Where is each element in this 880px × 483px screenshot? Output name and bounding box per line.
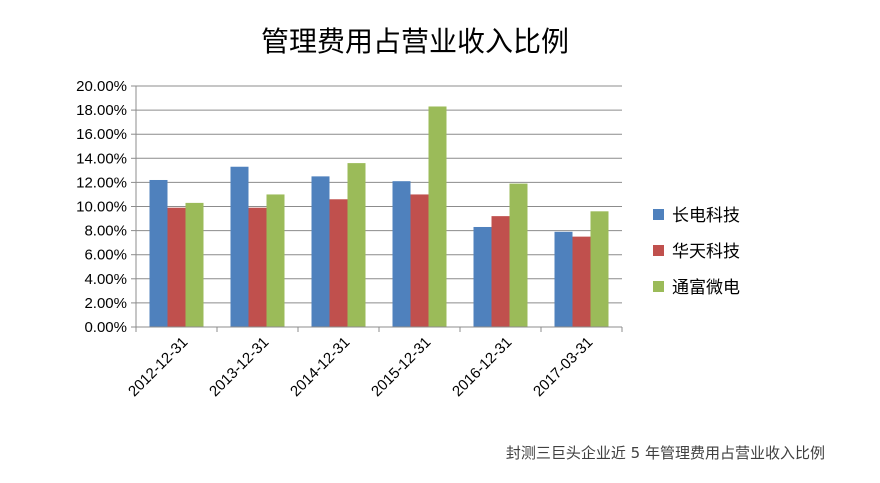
bar <box>311 176 330 327</box>
bar <box>590 211 609 327</box>
legend-swatch <box>653 245 664 256</box>
x-tick-label: 2015-12-31 <box>368 334 434 400</box>
legend-swatch <box>653 281 664 292</box>
y-tick-label: 14.00% <box>76 150 127 167</box>
legend-label: 通富微电 <box>672 278 740 298</box>
bar <box>230 166 249 327</box>
y-tick-label: 2.00% <box>84 295 127 312</box>
legend-label: 华天科技 <box>672 242 740 262</box>
bar <box>266 194 285 327</box>
bar <box>410 194 429 327</box>
bar <box>149 179 168 327</box>
y-tick-label: 16.00% <box>76 126 127 143</box>
bars <box>149 106 609 327</box>
bar <box>329 199 348 327</box>
x-tick-label: 2012-12-31 <box>125 334 191 400</box>
bar <box>509 183 528 327</box>
y-tick-label: 18.00% <box>76 102 127 119</box>
y-tick-label: 6.00% <box>84 247 127 264</box>
chart-title: 管理费用占营业收入比例 <box>261 25 569 58</box>
legend-swatch <box>653 209 664 220</box>
legend-label: 长电科技 <box>672 206 740 226</box>
x-axis-ticks: 2012-12-31 2013-12-31 2014-12-31 2015-12-31… <box>125 327 623 400</box>
x-tick-label: 2014-12-31 <box>287 334 353 400</box>
x-tick-label: 2016-12-31 <box>449 334 515 400</box>
bar <box>428 106 447 327</box>
bar <box>572 236 591 327</box>
chart-caption: 封测三巨头企业近 5 年管理费用占营业收入比例 <box>506 444 825 462</box>
x-tick-label: 2017-03-31 <box>530 334 596 400</box>
bar <box>473 226 492 327</box>
y-tick-label: 4.00% <box>84 271 127 288</box>
y-tick-label: 20.00% <box>76 78 127 95</box>
y-tick-label: 0.00% <box>84 319 127 336</box>
y-axis-ticks: 0.00% 2.00% 4.00% 6.00% 8.00% 10.00% 12.00% 14.… <box>76 78 136 336</box>
bar <box>491 216 510 327</box>
bar <box>167 207 186 327</box>
bar <box>392 181 411 327</box>
y-tick-label: 10.00% <box>76 199 127 216</box>
bar <box>347 163 366 327</box>
x-tick-label: 2013-12-31 <box>206 334 272 400</box>
gridlines <box>136 85 622 304</box>
bar <box>185 202 204 327</box>
y-tick-label: 8.00% <box>84 223 127 240</box>
bar <box>554 231 573 327</box>
y-tick-label: 12.00% <box>76 174 127 191</box>
bar <box>248 207 267 327</box>
